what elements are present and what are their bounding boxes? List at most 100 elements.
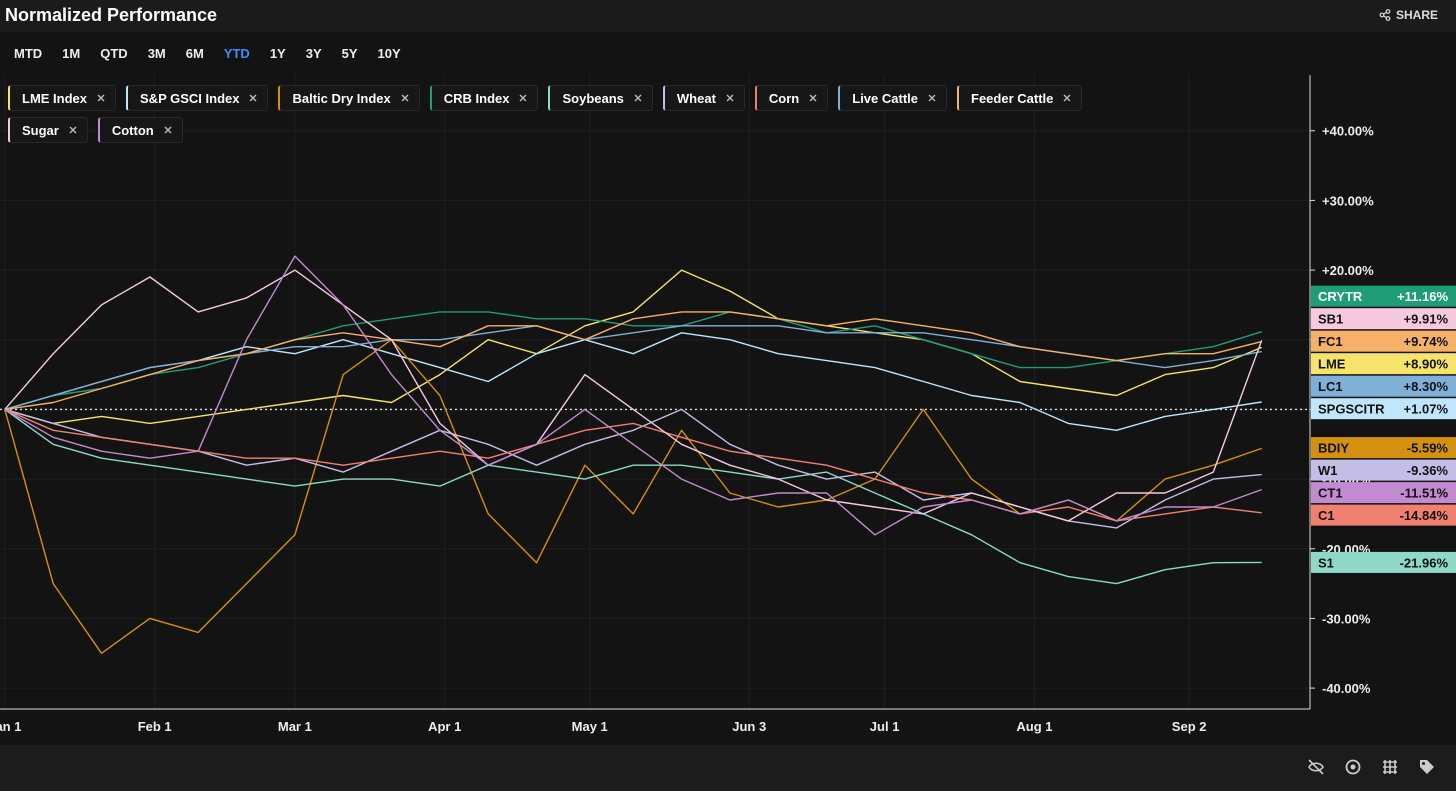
tag-icon[interactable] bbox=[1418, 758, 1436, 776]
remove-icon[interactable] bbox=[726, 94, 734, 102]
remove-icon[interactable] bbox=[69, 126, 77, 134]
legend-item[interactable]: Sugar bbox=[8, 117, 88, 143]
range-button[interactable]: QTD bbox=[100, 46, 128, 61]
legend-item[interactable]: S&P GSCI Index bbox=[126, 85, 269, 111]
badge-ticker: SB1 bbox=[1318, 312, 1343, 327]
remove-icon[interactable] bbox=[519, 94, 527, 102]
x-tick-label: May 1 bbox=[572, 719, 608, 734]
legend-label: Baltic Dry Index bbox=[292, 90, 391, 106]
remove-icon[interactable] bbox=[164, 126, 172, 134]
legend-label: Sugar bbox=[22, 122, 59, 138]
end-badge bbox=[1311, 482, 1456, 504]
remove-icon[interactable] bbox=[1063, 94, 1071, 102]
badge-ticker: CRYTR bbox=[1318, 289, 1363, 304]
series-line bbox=[4, 269, 1263, 522]
legend-item[interactable]: LME Index bbox=[8, 85, 117, 111]
legend-item[interactable]: Baltic Dry Index bbox=[278, 85, 420, 111]
grid-icon[interactable] bbox=[1381, 758, 1399, 776]
remove-icon[interactable] bbox=[97, 94, 105, 102]
badge-ticker: C1 bbox=[1318, 508, 1335, 523]
legend-label: Live Cattle bbox=[852, 90, 918, 106]
legend-item[interactable]: Corn bbox=[754, 85, 829, 111]
legend-label: Cotton bbox=[111, 122, 154, 138]
badge-ticker: LME bbox=[1318, 357, 1346, 372]
remove-cross bbox=[809, 94, 817, 102]
remove-icon[interactable] bbox=[928, 94, 936, 102]
y-tick-label: +40.00% bbox=[1322, 124, 1374, 139]
y-tick-label: -40.00% bbox=[1322, 681, 1371, 696]
bottom-bar bbox=[0, 745, 1456, 791]
badge-value: -14.84% bbox=[1400, 508, 1449, 523]
badge-value: +9.74% bbox=[1404, 334, 1449, 349]
badge-value: -11.51% bbox=[1400, 486, 1448, 501]
top-bar bbox=[0, 0, 1456, 32]
range-button[interactable]: 3Y bbox=[305, 46, 322, 61]
x-tick-label: Sep 2 bbox=[1172, 719, 1207, 734]
range-button[interactable]: 6M bbox=[185, 46, 204, 61]
legend-item[interactable]: Soybeans bbox=[548, 85, 653, 111]
range-button[interactable]: 5Y bbox=[341, 46, 358, 61]
badge-ticker: SPGSCITR bbox=[1318, 402, 1385, 417]
legend-item[interactable]: Live Cattle bbox=[838, 85, 947, 111]
badge-ticker: FC1 bbox=[1318, 334, 1343, 349]
legend-label: Soybeans bbox=[562, 90, 624, 106]
legend-item[interactable]: Cotton bbox=[97, 117, 183, 143]
remove-cross bbox=[1063, 94, 1071, 102]
series-line bbox=[4, 408, 1262, 529]
x-tick-label: Jun 3 bbox=[732, 719, 766, 734]
remove-cross bbox=[519, 94, 527, 102]
remove-cross bbox=[401, 94, 409, 102]
badge-ticker: BDIY bbox=[1318, 441, 1349, 456]
series-line bbox=[4, 408, 1262, 585]
remove-icon[interactable] bbox=[634, 94, 642, 102]
x-tick-label: Mar 1 bbox=[278, 719, 312, 734]
badge-value: -9.36% bbox=[1407, 463, 1449, 478]
legend-label: CRB Index bbox=[443, 90, 510, 106]
end-badge bbox=[1311, 437, 1456, 459]
reset-icon[interactable] bbox=[1344, 758, 1362, 776]
remove-cross bbox=[69, 126, 77, 134]
title: Normalized Performance bbox=[5, 5, 218, 25]
legend-label: Wheat bbox=[676, 90, 716, 106]
series-line bbox=[4, 269, 1262, 425]
x-tick-label: Feb 1 bbox=[138, 719, 172, 734]
series-line bbox=[4, 408, 1262, 522]
legend: LME Index S&P GSCI Index Baltic Dry Index C… bbox=[8, 85, 1098, 143]
remove-icon[interactable] bbox=[809, 94, 817, 102]
series-line bbox=[4, 311, 1262, 411]
end-badge bbox=[1311, 330, 1456, 352]
legend-item[interactable]: CRB Index bbox=[429, 85, 539, 111]
end-badge bbox=[1311, 551, 1456, 573]
range-button[interactable]: 3M bbox=[147, 46, 166, 61]
end-badge bbox=[1311, 375, 1456, 397]
remove-cross bbox=[249, 94, 257, 102]
range-button[interactable]: MTD bbox=[14, 46, 43, 61]
share-button[interactable]: SHARE bbox=[1379, 8, 1438, 22]
range-selector: MTD 1M QTD 3M 6M YTD 1Y 3Y 5Y 10Y bbox=[4, 42, 411, 65]
range-button[interactable]: 1M bbox=[62, 46, 81, 61]
legend-item[interactable]: Feeder Cattle bbox=[957, 85, 1083, 111]
badge-value: +8.90% bbox=[1404, 357, 1449, 372]
range-button[interactable]: 10Y bbox=[377, 46, 401, 61]
x-tick-label: Apr 1 bbox=[428, 719, 461, 734]
badge-value: -5.59% bbox=[1407, 441, 1449, 456]
toolbar bbox=[1307, 758, 1436, 776]
badge-ticker: LC1 bbox=[1318, 379, 1343, 394]
share-icon bbox=[1379, 9, 1391, 21]
range-button[interactable]: 1Y bbox=[269, 46, 286, 61]
remove-icon[interactable] bbox=[249, 94, 257, 102]
remove-cross bbox=[164, 126, 172, 134]
remove-cross bbox=[97, 94, 105, 102]
end-badge bbox=[1311, 353, 1456, 375]
legend-item[interactable]: Wheat bbox=[662, 85, 745, 111]
share-label: SHARE bbox=[1395, 8, 1438, 22]
badge-ticker: CT1 bbox=[1318, 486, 1343, 501]
y-tick-label: +20.00% bbox=[1322, 263, 1374, 278]
hide-icon[interactable] bbox=[1307, 758, 1325, 776]
series-line bbox=[4, 339, 1262, 654]
range-button[interactable]: YTD bbox=[223, 46, 250, 61]
legend-label: LME Index bbox=[22, 90, 88, 106]
remove-cross bbox=[726, 94, 734, 102]
remove-icon[interactable] bbox=[401, 94, 409, 102]
legend-label: S&P GSCI Index bbox=[140, 90, 240, 106]
